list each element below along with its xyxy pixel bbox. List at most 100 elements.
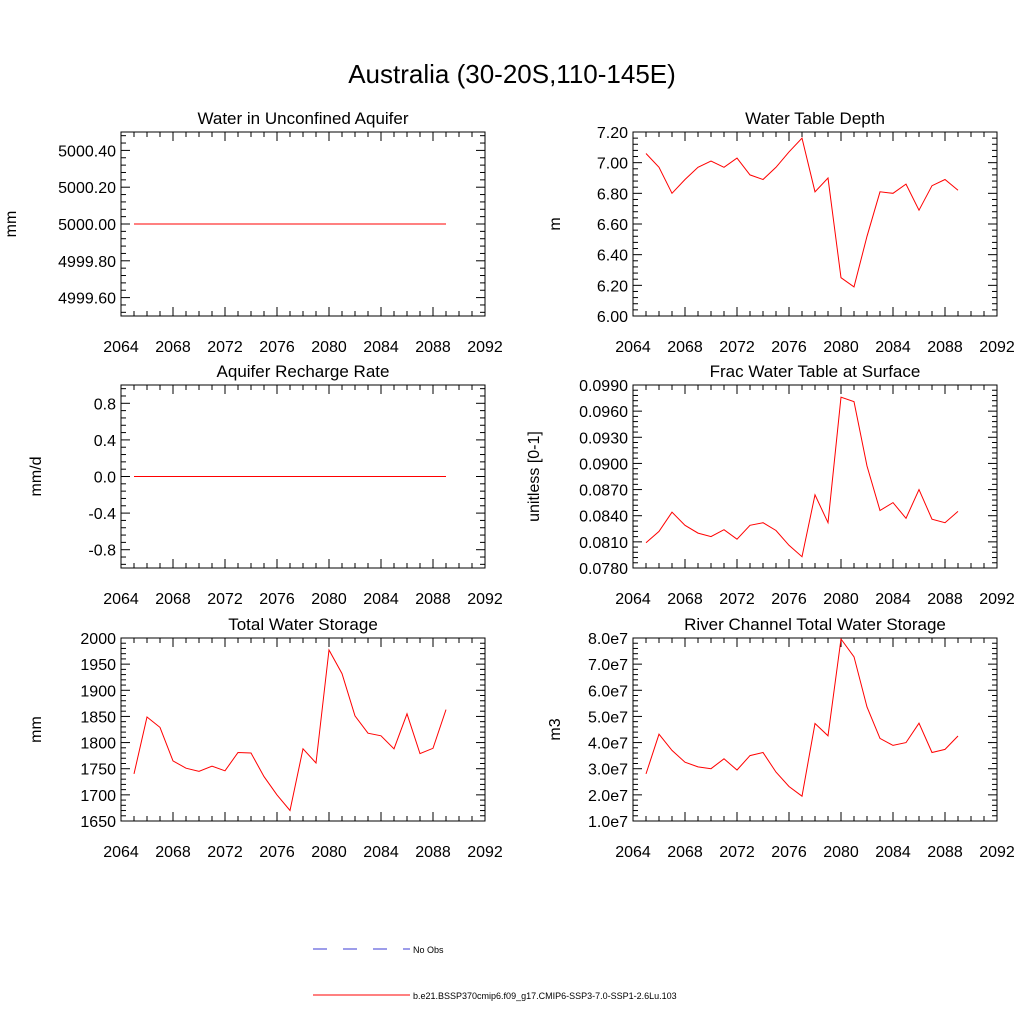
x-tick-label: 2072 bbox=[719, 844, 755, 861]
y-tick-label: 1650 bbox=[80, 814, 116, 831]
y-tick-label: 0.0780 bbox=[579, 561, 628, 578]
x-tick-label: 2084 bbox=[363, 844, 399, 861]
y-tick-label: 0.4 bbox=[94, 433, 116, 450]
y-tick-label: 2.0e7 bbox=[588, 788, 628, 805]
y-tick-label: 6.40 bbox=[597, 248, 628, 265]
x-tick-label: 2080 bbox=[823, 591, 859, 608]
chart-panel-5: Total Water Storage mm 2064 2068 2072 2076 208… bbox=[28, 615, 503, 861]
x-tick-label: 2064 bbox=[103, 339, 139, 356]
y-tick-label: 0.0960 bbox=[579, 404, 628, 421]
y-tick-label: 1850 bbox=[80, 709, 116, 726]
x-tick-label: 2068 bbox=[667, 339, 703, 356]
y-tick-label: 8.0e7 bbox=[588, 631, 628, 648]
y-tick-label: 4.0e7 bbox=[588, 736, 628, 753]
y-tick-label: -0.8 bbox=[88, 543, 116, 560]
x-tick-label: 2092 bbox=[979, 844, 1015, 861]
x-tick-label: 2072 bbox=[207, 591, 243, 608]
x-tick-label: 2068 bbox=[155, 591, 191, 608]
y-tick-label: 0.0990 bbox=[579, 378, 628, 395]
chart-panel-1: Water in Unconfined Aquifer mm 2064 2068 207… bbox=[3, 109, 503, 356]
panel-title: Water in Unconfined Aquifer bbox=[197, 109, 408, 128]
x-tick-label: 2084 bbox=[875, 339, 911, 356]
y-tick-label: 5000.40 bbox=[58, 143, 116, 160]
y-axis-label: m3 bbox=[547, 718, 564, 740]
y-tick-label: 1900 bbox=[80, 683, 116, 700]
y-tick-label: 0.0930 bbox=[579, 430, 628, 447]
x-tick-label: 2084 bbox=[363, 591, 399, 608]
x-tick-label: 2072 bbox=[719, 339, 755, 356]
x-tick-label: 2064 bbox=[103, 844, 139, 861]
y-tick-label: 3.0e7 bbox=[588, 762, 628, 779]
panel-title: Frac Water Table at Surface bbox=[710, 362, 921, 381]
chart-panel-2: Water Table Depth m 2064 2068 2072 2076 2080 20… bbox=[547, 109, 1015, 356]
x-tick-label: 2080 bbox=[311, 591, 347, 608]
y-axis-label: mm bbox=[28, 716, 45, 743]
figure-title: Australia (30-20S,110-145E) bbox=[348, 59, 676, 89]
y-tick-label: 6.0e7 bbox=[588, 683, 628, 700]
y-tick-label: 6.00 bbox=[597, 309, 628, 326]
x-tick-label: 2064 bbox=[615, 339, 651, 356]
y-tick-label: 0.0810 bbox=[579, 535, 628, 552]
x-tick-label: 2068 bbox=[155, 844, 191, 861]
x-tick-label: 2080 bbox=[311, 339, 347, 356]
x-tick-label: 2084 bbox=[875, 844, 911, 861]
chart-panel-3: Aquifer Recharge Rate mm/d 2064 2068 2072 207… bbox=[28, 362, 503, 608]
y-tick-label: 7.20 bbox=[597, 125, 628, 142]
x-tick-label: 2088 bbox=[927, 844, 963, 861]
y-tick-label: 2000 bbox=[80, 631, 116, 648]
panel-title: Total Water Storage bbox=[228, 615, 378, 634]
panel-title: Water Table Depth bbox=[745, 109, 885, 128]
x-tick-label: 2072 bbox=[207, 844, 243, 861]
series-line bbox=[645, 396, 959, 558]
y-tick-label: 5000.00 bbox=[58, 217, 116, 234]
x-tick-label: 2092 bbox=[467, 339, 503, 356]
x-tick-label: 2076 bbox=[771, 844, 807, 861]
x-tick-label: 2080 bbox=[823, 844, 859, 861]
y-axis-label: mm/d bbox=[28, 457, 45, 497]
plot-frame bbox=[120, 637, 486, 822]
plot-frame bbox=[632, 384, 998, 569]
y-tick-label: 0.0900 bbox=[579, 456, 628, 473]
x-tick-label: 2072 bbox=[207, 339, 243, 356]
y-tick-label: 5.0e7 bbox=[588, 709, 628, 726]
y-tick-label: 7.0e7 bbox=[588, 657, 628, 674]
y-tick-label: 5000.20 bbox=[58, 180, 116, 197]
y-tick-label: 1750 bbox=[80, 762, 116, 779]
chart-panel-6: River Channel Total Water Storage m3 2064 2… bbox=[547, 615, 1015, 861]
x-tick-label: 2088 bbox=[415, 591, 451, 608]
x-tick-label: 2084 bbox=[875, 591, 911, 608]
x-tick-label: 2064 bbox=[615, 844, 651, 861]
x-tick-label: 2088 bbox=[415, 844, 451, 861]
plot-frame bbox=[632, 131, 998, 317]
x-tick-label: 2076 bbox=[259, 844, 295, 861]
y-tick-label: 0.0 bbox=[94, 470, 116, 487]
y-axis-label: m bbox=[547, 217, 564, 230]
x-tick-label: 2068 bbox=[667, 844, 703, 861]
y-tick-label: 1950 bbox=[80, 657, 116, 674]
x-tick-label: 2080 bbox=[311, 844, 347, 861]
y-tick-label: 1700 bbox=[80, 788, 116, 805]
x-tick-label: 2076 bbox=[771, 591, 807, 608]
series-line bbox=[133, 648, 447, 812]
x-tick-label: 2088 bbox=[415, 339, 451, 356]
panel-title: River Channel Total Water Storage bbox=[684, 615, 946, 634]
y-tick-label: 6.80 bbox=[597, 186, 628, 203]
y-tick-label: 7.00 bbox=[597, 156, 628, 173]
x-tick-label: 2076 bbox=[259, 591, 295, 608]
panel-title: Aquifer Recharge Rate bbox=[217, 362, 390, 381]
y-tick-label: 0.0870 bbox=[579, 483, 628, 500]
chart-panel-4: Frac Water Table at Surface unitless [0-1… bbox=[526, 362, 1015, 608]
series-line bbox=[645, 637, 959, 798]
x-tick-label: 2068 bbox=[155, 339, 191, 356]
legend-model-label: b.e21.BSSP370cmip6.f09_g17.CMIP6-SSP3-7.… bbox=[413, 991, 677, 1001]
x-tick-label: 2088 bbox=[927, 339, 963, 356]
y-tick-label: 1800 bbox=[80, 736, 116, 753]
x-tick-label: 2084 bbox=[363, 339, 399, 356]
x-tick-label: 2068 bbox=[667, 591, 703, 608]
x-tick-label: 2064 bbox=[103, 591, 139, 608]
y-axis-label: unitless [0-1] bbox=[526, 431, 543, 522]
y-tick-label: 6.60 bbox=[597, 217, 628, 234]
x-tick-label: 2092 bbox=[979, 591, 1015, 608]
x-tick-label: 2076 bbox=[259, 339, 295, 356]
